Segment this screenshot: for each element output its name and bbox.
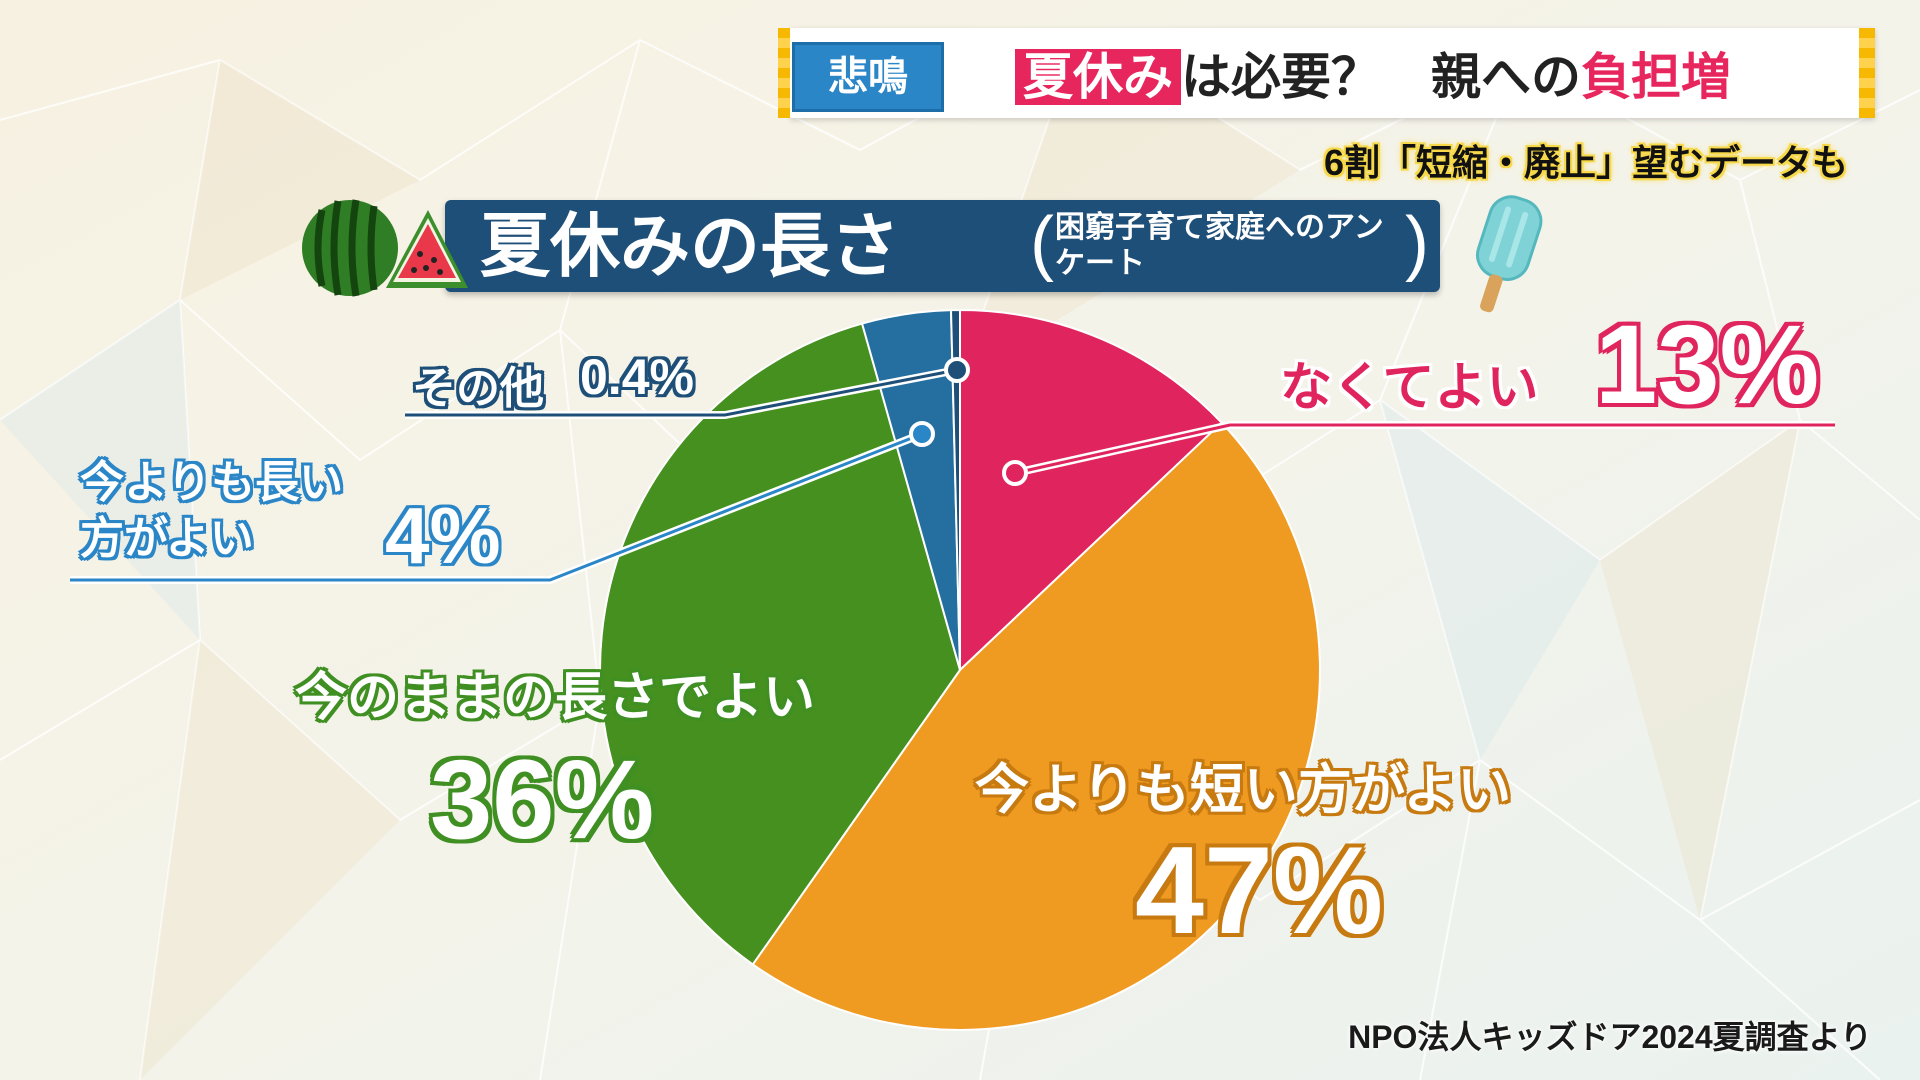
watermelon-icon	[302, 199, 468, 297]
ticker-stripe-right	[1859, 28, 1875, 118]
title-paren-left: (	[1030, 203, 1054, 283]
ticker-tag: 悲鳴	[792, 42, 944, 112]
label-other-text: その他	[412, 364, 544, 413]
chart-subtitle: 困窮子育て家庭へのアンケート	[1055, 211, 1384, 280]
label-same-text: 今のままの長さでよい	[295, 669, 816, 727]
leader-lines	[70, 357, 1835, 584]
label-longer-text: 今よりも長い方がよい	[80, 458, 344, 563]
leader-line-other-inner	[405, 368, 958, 417]
ticker-subheadline: 6割「短縮・廃止」望むデータも	[1323, 142, 1848, 183]
title-band	[445, 200, 1440, 292]
ticker-stripe-left	[778, 28, 790, 118]
leader-line-longer-inner	[70, 432, 923, 582]
label-none-percent: 13%	[1595, 302, 1820, 427]
label-same-percent: 36%	[430, 737, 655, 862]
label-shorter-percent: 47%	[1135, 822, 1384, 960]
label-other-percent: 0.4%	[580, 349, 694, 405]
pie-slice-same	[599, 322, 962, 966]
ticker-bar	[778, 28, 1875, 118]
title-paren-right: )	[1405, 203, 1429, 283]
leader-dot-other	[944, 357, 970, 383]
pie-slice-none	[959, 308, 1224, 673]
leader-dot-longer	[909, 421, 935, 447]
headline-highlight: 夏休み	[1015, 49, 1181, 105]
ticker-headline: 夏休み は必要？ 親への負担増	[1015, 40, 1731, 114]
leader-dot-none	[1002, 460, 1028, 486]
pie-slice-other	[949, 308, 961, 671]
label-shorter-text: 今よりも短い方がよい	[975, 760, 1512, 820]
leader-line-none-inner	[1014, 423, 1835, 475]
pie-slices	[599, 308, 1321, 1031]
source-credit: NPO法人キッズドア2024夏調査より	[1348, 1019, 1872, 1055]
headline-emphasis: 負担増	[1581, 49, 1731, 105]
chart-title: 夏休みの長さ	[480, 207, 900, 285]
pie-slice-shorter	[751, 421, 1321, 1031]
headline-middle: は必要？ 親への	[1181, 49, 1581, 105]
popsicle-icon	[1476, 195, 1543, 313]
label-longer-percent: 4%	[385, 491, 501, 580]
label-none-text: なくてよい	[1280, 359, 1539, 417]
